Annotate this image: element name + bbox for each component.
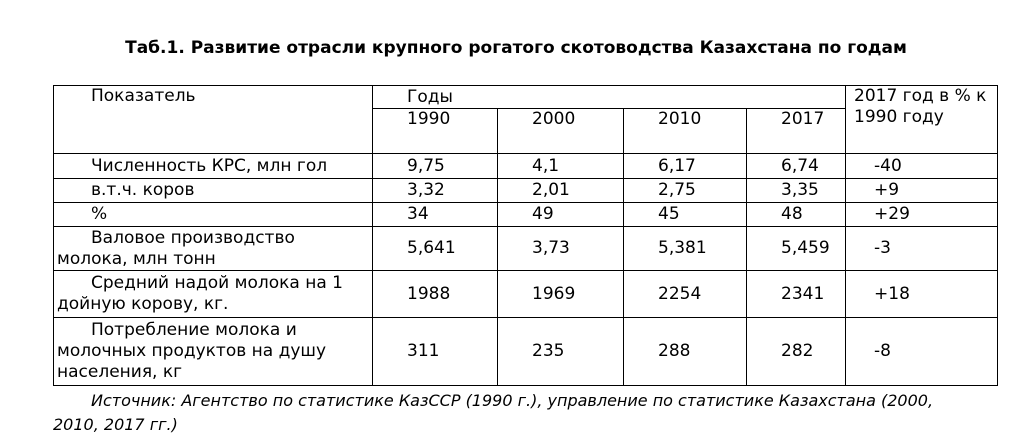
- data-table: Показатель Годы 2017 год в % к 1990 году…: [53, 85, 999, 386]
- value-cell: 3,35: [745, 178, 847, 203]
- table-row: Валовое производство молока, млн тонн 5,6…: [53, 226, 999, 271]
- value-cell: 5,641: [372, 226, 498, 271]
- year-header: 2000: [497, 108, 624, 154]
- row-label: в.т.ч. коров: [53, 178, 373, 203]
- row-label: Средний надой молока на 1 дойную корову,…: [53, 270, 373, 318]
- value-cell: 282: [745, 317, 847, 386]
- row-label: Валовое производство молока, млн тонн: [53, 226, 373, 271]
- value-cell: +9: [845, 178, 999, 203]
- value-cell: -3: [845, 226, 999, 271]
- header-cell: Показатель: [53, 85, 373, 154]
- value-cell: 9,75: [372, 153, 498, 179]
- value-cell: +29: [845, 202, 999, 227]
- table-row: в.т.ч. коров 3,32 2,01 2,75 3,35 +9: [53, 178, 999, 203]
- value-cell: 4,1: [497, 153, 624, 179]
- value-cell: 45: [623, 202, 747, 227]
- source-note: Источник: Агентство по статистике КазССР…: [53, 391, 934, 434]
- value-cell: 5,381: [623, 226, 747, 271]
- value-cell: -40: [845, 153, 999, 179]
- value-cell: 3,32: [372, 178, 498, 203]
- value-cell: 2,01: [497, 178, 624, 203]
- header-cell: 2017 год в % к 1990 году: [845, 85, 999, 154]
- value-cell: 6,74: [745, 153, 847, 179]
- value-cell: 48: [745, 202, 847, 227]
- table-title: Таб.1. Развитие отрасли крупного рогатог…: [125, 38, 907, 58]
- row-label: %: [53, 202, 373, 227]
- row-label: Численность КРС, млн гол: [53, 153, 373, 179]
- value-cell: 34: [372, 202, 498, 227]
- year-header: 1990: [372, 108, 498, 154]
- table-row: Средний надой молока на 1 дойную корову,…: [53, 270, 999, 318]
- value-cell: 49: [497, 202, 624, 227]
- value-cell: 235: [497, 317, 624, 386]
- value-cell: +18: [845, 270, 999, 318]
- year-header: 2017: [745, 108, 847, 154]
- value-cell: 311: [372, 317, 498, 386]
- value-cell: 3,73: [497, 226, 624, 271]
- value-cell: 2,75: [623, 178, 747, 203]
- value-cell: -8: [845, 317, 999, 386]
- value-cell: 1988: [372, 270, 498, 318]
- table-row: Численность КРС, млн гол 9,75 4,1 6,17 6,74-…: [53, 153, 999, 179]
- value-cell: 6,17: [623, 153, 747, 179]
- value-cell: 2254: [623, 270, 747, 318]
- value-cell: 288: [623, 317, 747, 386]
- year-header: 2010: [623, 108, 747, 154]
- value-cell: 1969: [497, 270, 624, 318]
- header-cell: Годы: [371, 85, 847, 109]
- table-row: Потребление молока и молочных продуктов …: [53, 317, 999, 386]
- value-cell: 5,459: [745, 226, 847, 271]
- value-cell: 2341: [745, 270, 847, 318]
- table-row: % 34 49 45 48 +29: [53, 202, 999, 227]
- row-label: Потребление молока и молочных продуктов …: [53, 317, 373, 386]
